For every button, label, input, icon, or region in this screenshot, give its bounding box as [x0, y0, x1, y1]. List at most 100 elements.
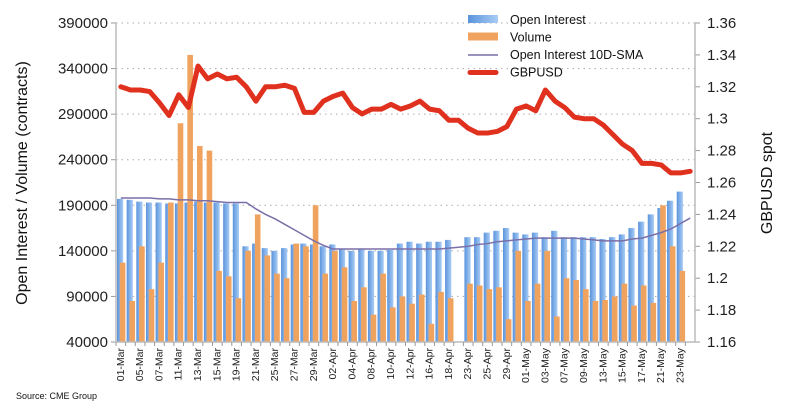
gridlines: [116, 22, 695, 297]
volume-bar: [168, 202, 174, 342]
x-tick-label: 21-May: [655, 347, 667, 383]
volume-bar: [621, 283, 628, 342]
x-tick-label: 04-Apr: [346, 347, 358, 379]
legend-label: Open Interest: [510, 13, 586, 27]
volume-bar: [380, 273, 386, 342]
y2-tick-label: 1.36: [707, 15, 736, 32]
volume-bar: [225, 276, 232, 342]
volume-bar: [486, 289, 493, 342]
y-tick-label: 290000: [58, 106, 108, 123]
open-interest-bar: [416, 243, 423, 342]
open-interest-bar: [522, 234, 529, 342]
volume-bar: [216, 270, 222, 342]
tick-labels: 390000 340000 290000 240000 190000 140000 9000…: [58, 15, 736, 383]
legend: Open Interest Volume Open Interest 10D-SMA…: [467, 13, 644, 80]
sma-line: [120, 197, 691, 250]
volume-bar: [640, 285, 647, 342]
open-interest-bar: [647, 214, 654, 342]
gbpusd-line: [118, 63, 693, 176]
y2-tick-label: 1.16: [707, 334, 736, 351]
volume-bar: [148, 289, 155, 342]
x-tick-label: 25-Apr: [482, 347, 494, 379]
volume-bar: [274, 273, 280, 342]
volume-bar: [283, 278, 290, 342]
y2-tick-label: 1.32: [707, 79, 736, 96]
open-interest-bar: [126, 199, 133, 342]
volume-bar: [187, 54, 193, 343]
y2-tick-label: 1.22: [707, 238, 736, 255]
volume-bar: [264, 255, 271, 342]
y2-tick-label: 1.24: [707, 206, 736, 223]
volume-bar: [312, 205, 319, 342]
y2-tick-label: 1.3: [707, 111, 728, 128]
x-tick-label: 19-Mar: [231, 348, 243, 382]
y-tick-label: 190000: [58, 197, 108, 214]
volume-bar: [505, 319, 512, 342]
x-tick-label: 08-Apr: [366, 347, 378, 379]
volume-bar: [177, 123, 184, 342]
volume-bar: [534, 283, 541, 342]
volume-bar: [390, 307, 396, 342]
legend-label: Open Interest 10D-SMA: [510, 48, 644, 62]
volume-bar: [254, 214, 261, 342]
y-tick-label: 40000: [66, 334, 108, 351]
x-tick-label: 11-Mar: [173, 348, 185, 381]
x-tick-label: 23-Apr: [462, 347, 474, 379]
volume-bar: [351, 300, 357, 342]
open-interest-bar: [638, 221, 645, 342]
x-tick-label: 27-Mar: [289, 348, 301, 382]
volume-bar: [428, 323, 435, 342]
volume-bar: [660, 205, 666, 342]
volume-bar: [418, 294, 425, 342]
y-tick-label: 240000: [58, 152, 108, 169]
volume-bar: [592, 300, 599, 342]
open-interest-bar: [609, 237, 616, 342]
y-tick-label: 390000: [58, 15, 108, 32]
source-note: Source: CME Group: [16, 391, 98, 401]
open-interest-bar: [406, 241, 413, 342]
open-interest-bar: [551, 230, 558, 342]
lines: [118, 63, 693, 250]
volume-bar: [245, 250, 251, 342]
y2-tick-label: 1.2: [707, 270, 728, 287]
open-interest-bar: [425, 241, 432, 342]
x-tick-label: 17-May: [636, 347, 648, 383]
volume-bar: [611, 296, 618, 342]
legend-label: Volume: [510, 31, 552, 45]
x-tick-label: 01-Mar: [115, 348, 127, 382]
x-tick-label: 15-Mar: [211, 348, 223, 382]
open-interest-bar: [348, 250, 355, 342]
y2-tick-label: 1.26: [707, 175, 736, 192]
volume-bar: [650, 302, 657, 342]
x-tick-label: 23-May: [675, 347, 687, 383]
volume-bar: [341, 267, 348, 342]
volume-bar: [293, 243, 300, 342]
volume-bar: [332, 250, 338, 342]
legend-swatch-volume: [468, 32, 498, 41]
legend-swatch-open-interest: [468, 15, 498, 23]
x-tick-label: 12-Apr: [404, 347, 416, 379]
open-interest-bar: [493, 230, 500, 342]
volume-bar: [303, 246, 309, 342]
x-tick-label: 05-Mar: [134, 348, 146, 382]
open-interest-bar: [387, 249, 394, 342]
volume-bar: [129, 300, 136, 342]
volume-bar: [496, 287, 502, 342]
y-tick-label: 90000: [66, 288, 108, 305]
y-tick-label: 340000: [58, 61, 108, 78]
volume-bar: [399, 296, 406, 342]
x-tick-label: 13-Mar: [192, 348, 204, 382]
y2-tick-label: 1.18: [707, 302, 736, 319]
volume-bar: [370, 314, 377, 342]
volume-bar: [197, 146, 203, 342]
y2-tick-label: 1.28: [707, 143, 736, 160]
volume-bar: [235, 298, 242, 342]
legend-label: GBPUSD: [510, 66, 563, 80]
open-interest-bar: [223, 203, 230, 342]
volume-bar: [515, 250, 522, 342]
open-interest-bar: [589, 237, 597, 342]
y2-tick-label: 1.34: [707, 47, 736, 64]
volume-bar: [158, 262, 164, 342]
open-interest-bar: [628, 228, 635, 342]
